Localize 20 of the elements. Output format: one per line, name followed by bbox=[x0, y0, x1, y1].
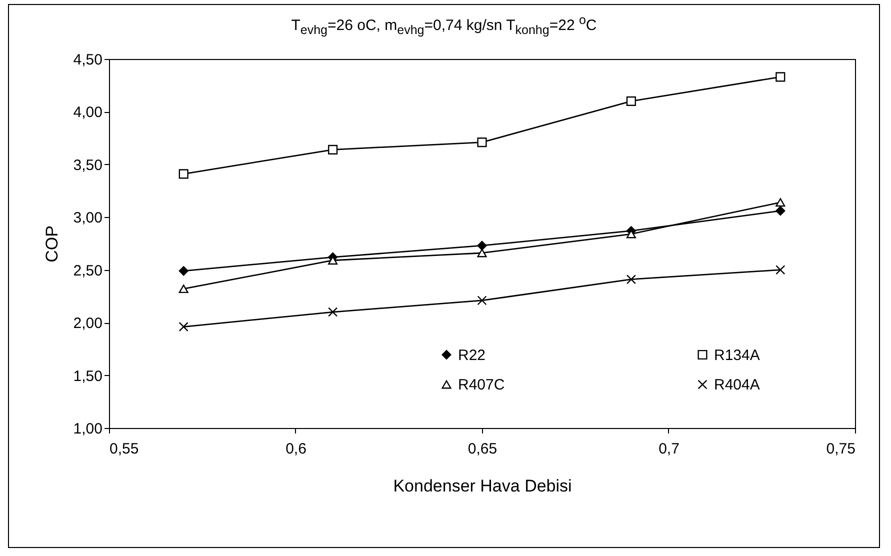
y-tick-label: 1,00 bbox=[73, 420, 102, 438]
x-tick-label: 0,75 bbox=[826, 440, 856, 458]
x-tick-label: 0,55 bbox=[110, 440, 139, 458]
y-tick-label: 3,00 bbox=[73, 210, 102, 227]
legend-label: R134A bbox=[714, 346, 760, 364]
y-tick-label: 2,00 bbox=[73, 315, 102, 332]
y-tick-label: 2,50 bbox=[73, 262, 102, 280]
x-tick-label: 0,65 bbox=[468, 440, 498, 458]
legend-label: R22 bbox=[458, 346, 486, 364]
legend-label: R404A bbox=[714, 376, 760, 394]
y-tick-label: 3,50 bbox=[73, 156, 102, 174]
chart-title: T$_{evhg}$=26 oC, m$_{evhg}$=0,74 kg/sn T$_{konhg}$=22 $^{o}$C bbox=[291, 13, 597, 37]
x-axis-title: Kondenser Hava Debisi bbox=[393, 476, 572, 496]
y-tick-label: 1,50 bbox=[73, 368, 102, 385]
legend-label: R407C bbox=[458, 376, 505, 394]
y-axis-title: COP bbox=[42, 226, 62, 262]
x-tick-label: 0,7 bbox=[658, 440, 680, 458]
y-tick-label: 4,00 bbox=[73, 104, 102, 122]
x-tick-label: 0,6 bbox=[286, 440, 306, 458]
y-tick-label: 4,50 bbox=[73, 52, 102, 68]
